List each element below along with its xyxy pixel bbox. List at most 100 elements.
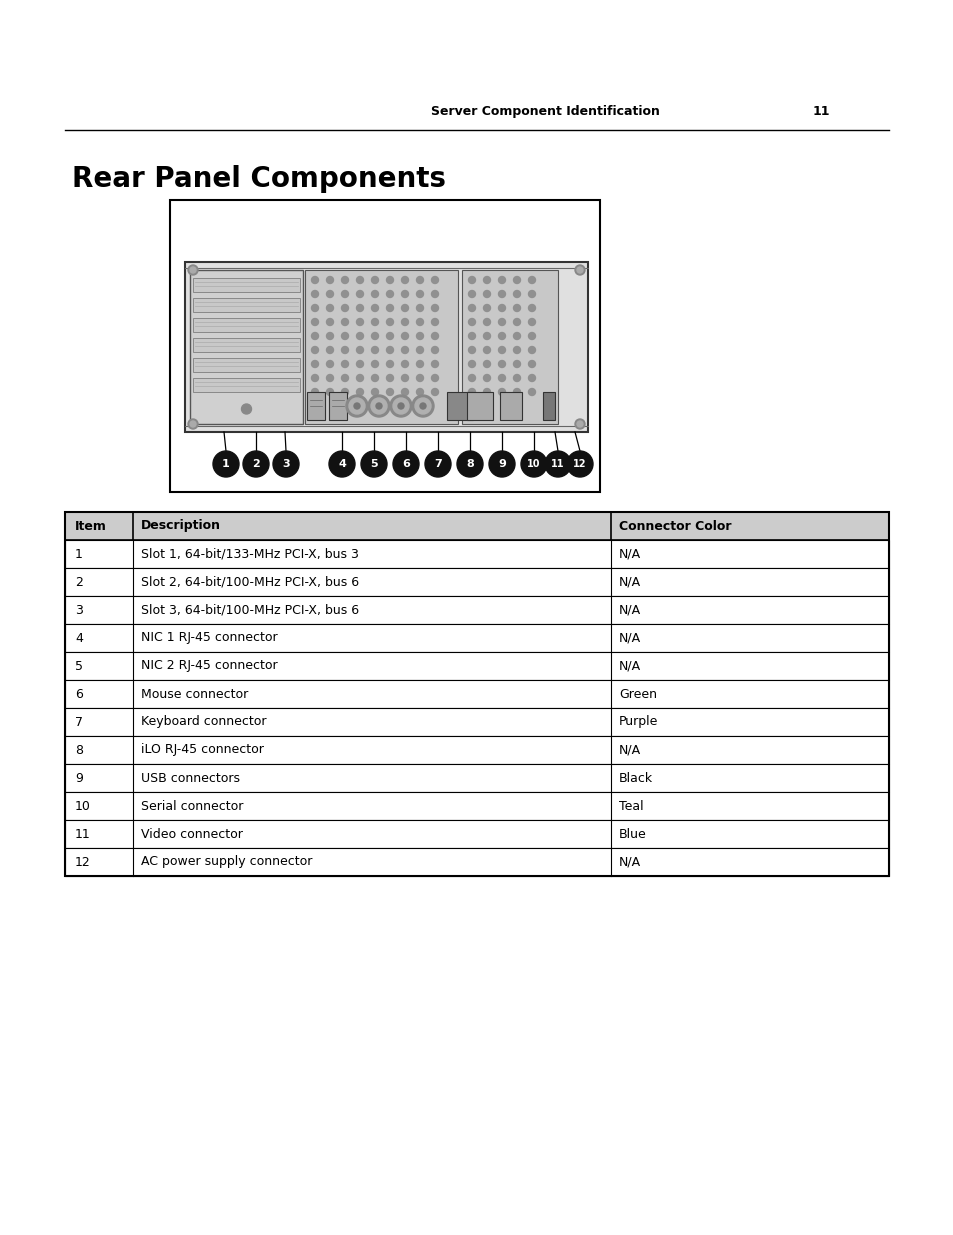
Bar (65, 624, 888, 652)
Text: 6: 6 (75, 688, 83, 700)
Circle shape (431, 305, 438, 311)
Text: Slot 2, 64-bit/100-MHz PCI-X, bus 6: Slot 2, 64-bit/100-MHz PCI-X, bus 6 (141, 576, 358, 589)
Circle shape (312, 305, 318, 311)
Circle shape (456, 451, 482, 477)
Circle shape (371, 389, 378, 395)
Circle shape (329, 451, 355, 477)
Bar (65, 820, 888, 848)
Circle shape (415, 398, 431, 414)
Circle shape (528, 305, 535, 311)
Text: Black: Black (618, 772, 653, 784)
Text: 3: 3 (282, 459, 290, 469)
Circle shape (468, 332, 475, 340)
Circle shape (431, 290, 438, 298)
Circle shape (483, 277, 490, 284)
Bar (193, 317, 299, 332)
Bar (193, 338, 299, 352)
Circle shape (312, 277, 318, 284)
Circle shape (386, 277, 393, 284)
Circle shape (416, 332, 423, 340)
Text: N/A: N/A (618, 604, 640, 616)
Circle shape (483, 290, 490, 298)
Text: Rear Panel Components: Rear Panel Components (71, 165, 446, 193)
Circle shape (241, 404, 252, 414)
Circle shape (341, 347, 348, 353)
Text: Video connector: Video connector (141, 827, 243, 841)
Circle shape (498, 290, 505, 298)
Text: NIC 2 RJ-45 connector: NIC 2 RJ-45 connector (141, 659, 277, 673)
Circle shape (431, 277, 438, 284)
Circle shape (386, 319, 393, 326)
Text: 10: 10 (527, 459, 540, 469)
Text: Slot 3, 64-bit/100-MHz PCI-X, bus 6: Slot 3, 64-bit/100-MHz PCI-X, bus 6 (141, 604, 358, 616)
Text: N/A: N/A (618, 856, 640, 868)
Circle shape (483, 319, 490, 326)
Circle shape (498, 305, 505, 311)
Circle shape (356, 332, 363, 340)
Circle shape (419, 403, 426, 409)
Circle shape (386, 347, 393, 353)
Circle shape (468, 347, 475, 353)
Circle shape (468, 290, 475, 298)
Circle shape (393, 451, 418, 477)
Circle shape (371, 290, 378, 298)
Bar (65, 764, 888, 792)
Bar (467, 391, 493, 420)
Circle shape (371, 332, 378, 340)
Circle shape (528, 290, 535, 298)
Circle shape (513, 319, 520, 326)
Text: 4: 4 (75, 631, 83, 645)
Text: 3: 3 (75, 604, 83, 616)
Circle shape (326, 305, 334, 311)
Bar (65, 680, 888, 708)
Bar (193, 278, 299, 291)
Circle shape (356, 374, 363, 382)
Bar (461, 270, 558, 424)
Text: 7: 7 (75, 715, 83, 729)
Circle shape (190, 267, 195, 273)
Circle shape (483, 389, 490, 395)
Circle shape (356, 389, 363, 395)
Text: Blue: Blue (618, 827, 646, 841)
Text: 1: 1 (222, 459, 230, 469)
Circle shape (312, 374, 318, 382)
Circle shape (386, 389, 393, 395)
Text: Purple: Purple (618, 715, 658, 729)
Circle shape (401, 290, 408, 298)
Circle shape (513, 347, 520, 353)
Text: N/A: N/A (618, 547, 640, 561)
Circle shape (575, 266, 584, 275)
Circle shape (312, 389, 318, 395)
Circle shape (386, 290, 393, 298)
Circle shape (390, 395, 412, 417)
Bar (305, 270, 457, 424)
Text: 9: 9 (75, 772, 83, 784)
Circle shape (401, 332, 408, 340)
Circle shape (489, 451, 515, 477)
Bar (499, 391, 521, 420)
Text: 1: 1 (75, 547, 83, 561)
Circle shape (416, 305, 423, 311)
Circle shape (213, 451, 239, 477)
Circle shape (416, 347, 423, 353)
Circle shape (312, 319, 318, 326)
Circle shape (544, 451, 571, 477)
Circle shape (386, 305, 393, 311)
Circle shape (412, 395, 434, 417)
Bar (65, 848, 888, 876)
Circle shape (498, 389, 505, 395)
Circle shape (416, 374, 423, 382)
Text: 2: 2 (75, 576, 83, 589)
Circle shape (416, 389, 423, 395)
Text: 5: 5 (370, 459, 377, 469)
Circle shape (371, 305, 378, 311)
Circle shape (326, 290, 334, 298)
Circle shape (401, 277, 408, 284)
Circle shape (513, 361, 520, 368)
Circle shape (528, 319, 535, 326)
Text: Keyboard connector: Keyboard connector (141, 715, 266, 729)
Text: Server Component Identification: Server Component Identification (431, 105, 659, 119)
Circle shape (326, 389, 334, 395)
Circle shape (371, 319, 378, 326)
Circle shape (312, 347, 318, 353)
